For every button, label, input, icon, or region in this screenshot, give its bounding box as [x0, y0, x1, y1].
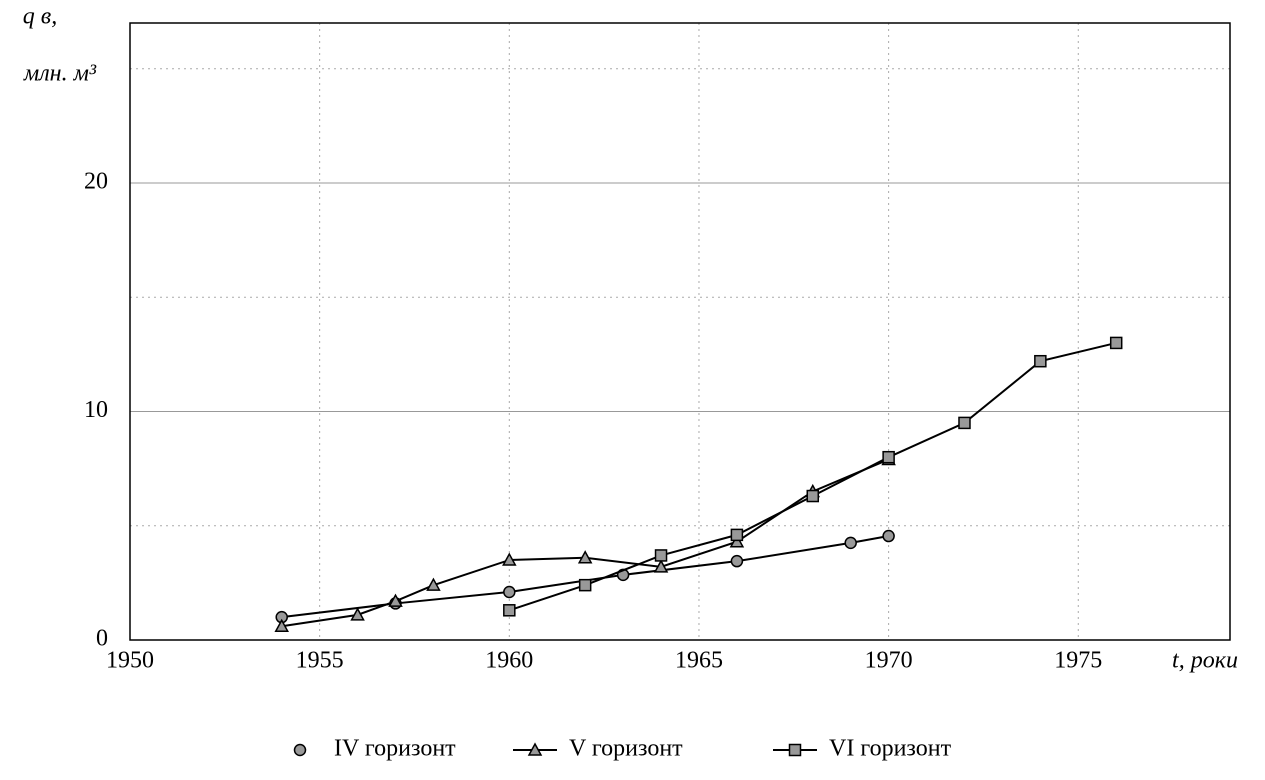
- point: [882, 450, 895, 464]
- y-axis-label: млн. м³: [23, 61, 97, 87]
- x-tick-label: 1975: [1054, 648, 1102, 674]
- point: [653, 559, 669, 573]
- legend-label: IV горизонт: [334, 736, 456, 762]
- point: [729, 534, 745, 548]
- legend-label: V горизонт: [569, 736, 683, 762]
- legend-marker: [788, 743, 802, 757]
- y-tick-label: 0: [96, 626, 108, 652]
- x-tick-label: 1965: [675, 648, 723, 674]
- point: [502, 552, 517, 566]
- x-tick-label: 1970: [865, 648, 913, 674]
- plot-frame: [129, 22, 1231, 641]
- series-line: [508, 341, 1117, 612]
- point: [730, 554, 744, 568]
- point: [388, 593, 403, 607]
- point: [844, 536, 857, 550]
- point: [958, 416, 971, 430]
- point: [274, 618, 289, 633]
- point: [882, 529, 895, 543]
- y-tick-label: 20: [84, 168, 108, 194]
- point: [577, 550, 593, 564]
- series-line: [281, 458, 890, 628]
- point: [350, 607, 365, 621]
- series-line: [281, 535, 889, 619]
- point: [1109, 336, 1123, 350]
- point: [654, 549, 668, 562]
- point: [578, 578, 592, 592]
- legend-marker: [527, 742, 543, 756]
- y-tick-label: 10: [84, 397, 108, 423]
- point: [503, 604, 516, 617]
- x-tick-label: 1955: [296, 648, 344, 674]
- legend-label: VI горизонт: [829, 736, 952, 762]
- x-tick-label: 1950: [106, 648, 154, 674]
- point: [1034, 354, 1047, 368]
- point: [503, 585, 516, 599]
- point: [806, 489, 820, 503]
- x-axis-label: t, роки: [1172, 648, 1238, 674]
- point: [426, 577, 441, 591]
- legend-marker: [293, 743, 307, 757]
- point: [730, 528, 744, 542]
- y-axis-label: q в,: [23, 4, 57, 30]
- x-tick-label: 1960: [485, 648, 533, 674]
